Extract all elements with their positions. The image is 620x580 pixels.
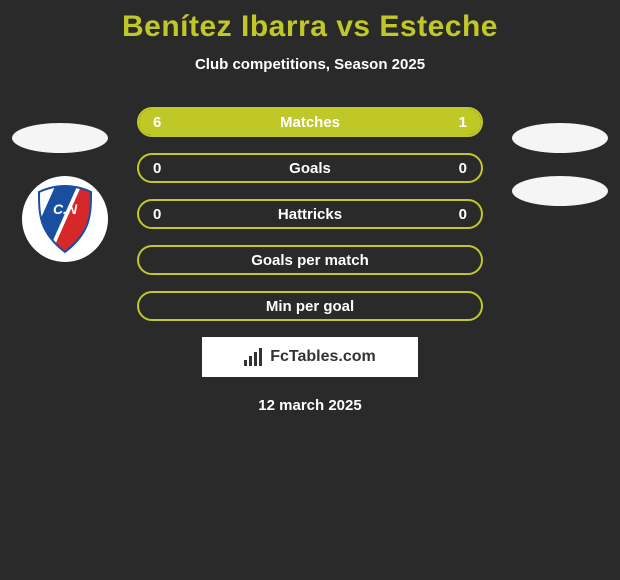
date-text: 12 march 2025 (0, 397, 620, 414)
stat-row: 00Goals (137, 153, 483, 183)
brand-chart-icon (244, 348, 264, 366)
stat-label: Goals (139, 160, 481, 177)
stat-row: Goals per match (137, 245, 483, 275)
stat-row: 61Matches (137, 107, 483, 137)
page-title: Benítez Ibarra vs Esteche (0, 0, 620, 44)
stat-label: Hattricks (139, 206, 481, 223)
brand-box: FcTables.com (202, 337, 418, 377)
stat-label: Min per goal (139, 298, 481, 315)
player-left-avatar (12, 123, 108, 153)
brand-text: FcTables.com (270, 348, 376, 366)
subtitle: Club competitions, Season 2025 (0, 56, 620, 73)
player-right-avatar (512, 123, 608, 153)
stat-label: Goals per match (139, 252, 481, 269)
stat-row: 00Hattricks (137, 199, 483, 229)
club-left-logo: C.N (22, 176, 108, 262)
club-letters: C.N (53, 201, 78, 217)
club-shield-icon: C.N (35, 184, 95, 254)
club-right-avatar (512, 176, 608, 206)
stat-row: Min per goal (137, 291, 483, 321)
stat-label: Matches (139, 114, 481, 131)
